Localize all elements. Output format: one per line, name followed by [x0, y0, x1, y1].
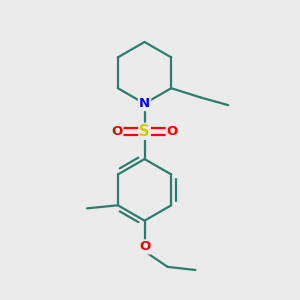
Text: O: O: [111, 125, 122, 138]
Text: O: O: [167, 125, 178, 138]
Text: S: S: [139, 124, 150, 139]
Text: N: N: [139, 97, 150, 110]
Text: O: O: [139, 240, 150, 254]
